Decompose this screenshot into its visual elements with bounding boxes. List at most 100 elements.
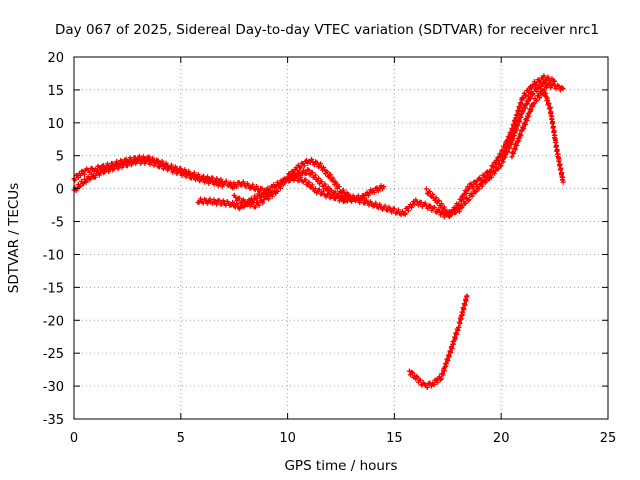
data-point (240, 206, 242, 208)
data-point (308, 171, 310, 172)
data-point (490, 169, 491, 171)
y-tick-label: -15 (43, 281, 64, 296)
series-markers (423, 80, 566, 218)
data-point (408, 371, 410, 373)
y-tick-label: 20 (47, 51, 64, 66)
data-point (511, 140, 513, 142)
y-tick-label: 15 (47, 84, 64, 99)
data-point (276, 190, 278, 192)
data-point (340, 196, 342, 198)
data-point (158, 164, 160, 166)
data-point (244, 202, 246, 203)
x-axis-label: GPS time / hours (284, 458, 397, 474)
data-point (522, 97, 524, 99)
data-point (511, 155, 513, 157)
data-point (126, 159, 128, 161)
data-point (554, 80, 556, 82)
data-point (201, 178, 203, 180)
data-point (500, 163, 502, 165)
data-point (79, 173, 81, 174)
data-point (325, 194, 327, 196)
data-point (233, 196, 235, 198)
y-tick-label: 0 (56, 183, 64, 198)
data-point (425, 205, 427, 207)
x-tick-label: 10 (279, 431, 296, 446)
data-series (227, 179, 276, 198)
data-point (543, 84, 545, 86)
y-tick-label: -10 (43, 248, 64, 263)
x-tick-label: 15 (386, 431, 403, 446)
data-point (556, 148, 558, 150)
data-point (490, 175, 491, 177)
data-point (261, 190, 263, 192)
chart-title: Day 067 of 2025, Sidereal Day-to-day VTE… (55, 22, 599, 38)
data-point (532, 90, 534, 92)
axis-ticks: 0 5 10 15 20 25 -35 -30 -25 -20 -15 -10 -5 0 5 10 15 20 (43, 51, 617, 446)
data-point (522, 128, 524, 130)
data-point (94, 168, 96, 170)
data-point (383, 186, 385, 188)
data-point (425, 190, 427, 192)
data-point (105, 169, 107, 171)
data-point (432, 383, 434, 384)
data-point (554, 85, 556, 87)
data-point (304, 180, 306, 182)
data-point (250, 200, 252, 201)
data-point (191, 175, 192, 177)
data-point (218, 202, 220, 203)
plot-frame (73, 56, 609, 420)
y-tick-label: -20 (43, 314, 64, 329)
y-tick-label: -30 (43, 380, 64, 395)
data-point (372, 190, 374, 192)
data-point (229, 203, 231, 205)
data-point (329, 176, 331, 178)
data-point (562, 88, 564, 90)
data-point (543, 89, 545, 91)
data-point (308, 159, 310, 161)
x-tick-label: 25 (600, 431, 617, 446)
data-point (240, 182, 242, 184)
data-point (466, 295, 468, 297)
data-point (436, 200, 438, 201)
data-point (549, 109, 551, 111)
data-point (415, 201, 417, 203)
data-series (406, 293, 470, 390)
data-point (532, 84, 534, 86)
data-series (509, 86, 566, 185)
data-point (436, 209, 438, 211)
data-point (500, 153, 502, 155)
series-markers (227, 179, 276, 198)
data-point (415, 376, 417, 378)
data-points (71, 73, 566, 390)
series-markers (285, 167, 387, 204)
y-tick-label: -25 (43, 347, 64, 362)
data-point (212, 181, 214, 183)
y-axis-label: SDTVAR / TECUs (6, 183, 22, 293)
data-point (319, 164, 321, 166)
data-point (361, 196, 363, 198)
data-point (255, 204, 257, 206)
data-point (479, 185, 481, 187)
data-point (297, 167, 299, 169)
data-point (351, 198, 353, 200)
data-point (272, 193, 274, 195)
y-tick-label: 10 (47, 117, 64, 132)
data-point (393, 210, 395, 212)
data-point (468, 196, 470, 198)
data-point (479, 179, 481, 181)
data-point (449, 352, 451, 354)
data-point (314, 189, 316, 191)
data-point (329, 190, 331, 192)
data-series (285, 167, 387, 204)
data-point (543, 77, 545, 79)
data-series (423, 80, 566, 218)
y-tick-label: 5 (56, 150, 64, 165)
data-point (261, 193, 263, 195)
data-point (440, 376, 442, 378)
data-point (94, 174, 96, 176)
series-markers (509, 86, 566, 185)
data-point (265, 198, 267, 199)
data-point (197, 200, 199, 202)
data-point (250, 186, 252, 188)
